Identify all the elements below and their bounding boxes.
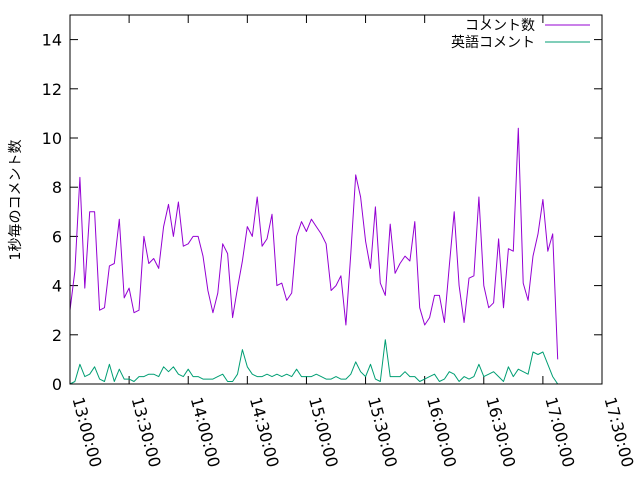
x-tick-label: 15:30:00 bbox=[364, 395, 401, 469]
x-tick-label: 13:30:00 bbox=[128, 395, 165, 469]
y-tick-label: 6 bbox=[52, 227, 62, 246]
x-tick-label: 16:30:00 bbox=[482, 395, 519, 469]
x-tick-label: 14:30:00 bbox=[246, 395, 283, 469]
x-tick-label: 17:00:00 bbox=[541, 395, 578, 469]
legend-label: コメント数 bbox=[465, 18, 535, 34]
y-tick-label: 8 bbox=[52, 178, 62, 197]
y-axis-ticks: 0 2 4 6 8 10 12 14 bbox=[42, 31, 602, 394]
plot-frame bbox=[69, 14, 603, 385]
y-axis-label: 1秒毎のコメント数 bbox=[8, 140, 24, 261]
series-lines bbox=[69, 127, 559, 385]
series-line-2 bbox=[69, 339, 559, 385]
y-tick-label: 10 bbox=[42, 129, 62, 148]
series-line-1 bbox=[69, 127, 559, 360]
y-tick-label: 4 bbox=[52, 277, 62, 296]
x-tick-label: 13:00:00 bbox=[69, 395, 106, 469]
y-tick-label: 14 bbox=[42, 31, 62, 50]
x-tick-label: 16:00:00 bbox=[423, 395, 460, 469]
x-tick-label: 17:30:00 bbox=[601, 395, 638, 469]
x-axis-ticks: 13:00:00 13:30:00 14:00:00 14:30:00 15:00:00… bbox=[69, 15, 638, 469]
legend-label: 英語コメント bbox=[451, 34, 535, 51]
y-tick-label: 2 bbox=[52, 326, 62, 345]
x-tick-label: 15:00:00 bbox=[305, 395, 342, 469]
y-tick-label: 0 bbox=[52, 375, 62, 394]
x-tick-label: 14:00:00 bbox=[187, 395, 224, 469]
y-tick-label: 12 bbox=[42, 80, 62, 99]
